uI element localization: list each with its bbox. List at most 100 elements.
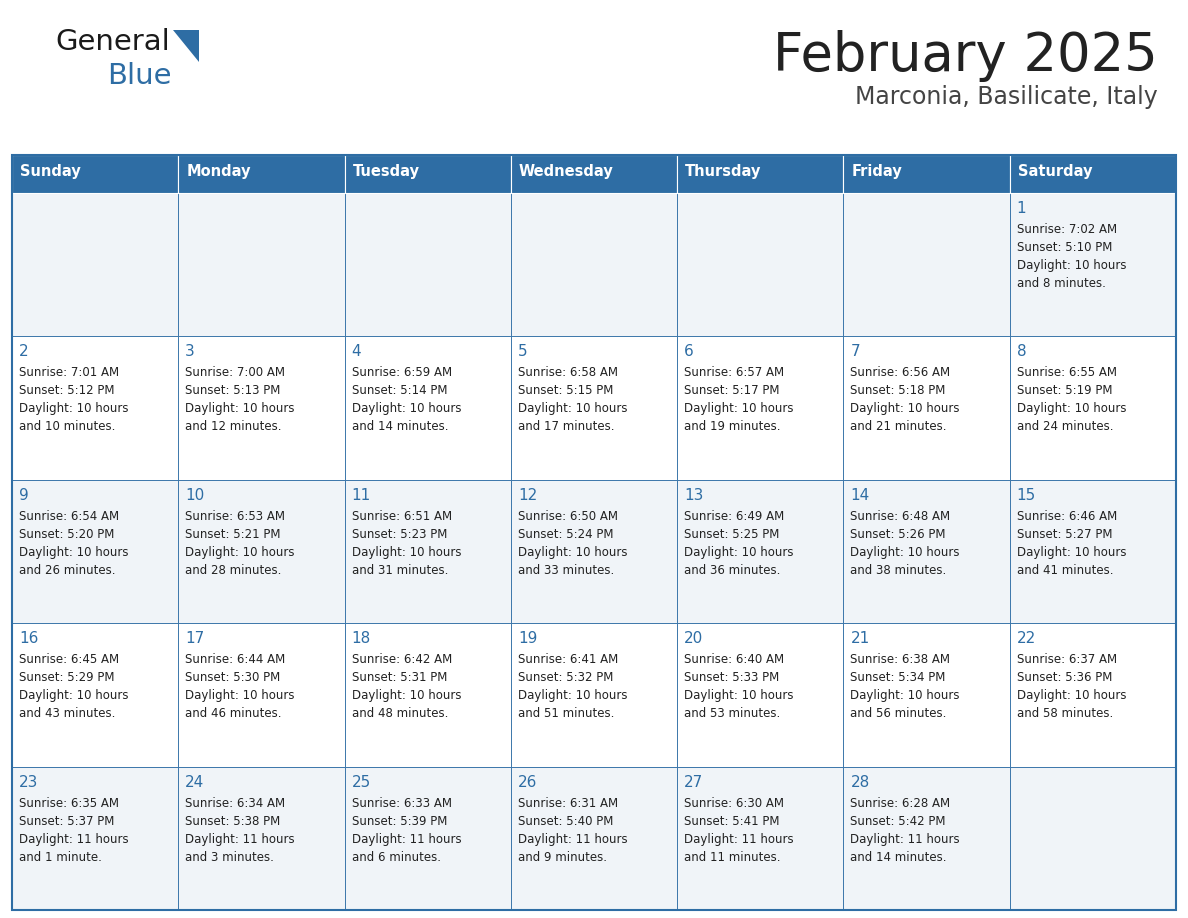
Text: Sunset: 5:25 PM: Sunset: 5:25 PM bbox=[684, 528, 779, 541]
Text: and 46 minutes.: and 46 minutes. bbox=[185, 707, 282, 721]
Text: 23: 23 bbox=[19, 775, 38, 789]
Text: Daylight: 10 hours: Daylight: 10 hours bbox=[19, 402, 128, 416]
Bar bbox=[12, 480, 178, 623]
Text: Sunset: 5:30 PM: Sunset: 5:30 PM bbox=[185, 671, 280, 684]
Text: Sunrise: 6:30 AM: Sunrise: 6:30 AM bbox=[684, 797, 784, 810]
Text: Sunrise: 6:41 AM: Sunrise: 6:41 AM bbox=[518, 654, 618, 666]
Bar bbox=[178, 480, 345, 623]
Text: Daylight: 11 hours: Daylight: 11 hours bbox=[851, 833, 960, 845]
Polygon shape bbox=[173, 30, 200, 62]
Text: and 31 minutes.: and 31 minutes. bbox=[352, 564, 448, 577]
Text: 19: 19 bbox=[518, 632, 537, 646]
Text: Daylight: 10 hours: Daylight: 10 hours bbox=[684, 546, 794, 559]
Text: and 14 minutes.: and 14 minutes. bbox=[851, 851, 947, 864]
Text: Sunset: 5:19 PM: Sunset: 5:19 PM bbox=[1017, 385, 1112, 397]
Text: Sunrise: 6:56 AM: Sunrise: 6:56 AM bbox=[851, 366, 950, 379]
Text: 2: 2 bbox=[19, 344, 29, 360]
Text: Sunset: 5:37 PM: Sunset: 5:37 PM bbox=[19, 814, 114, 828]
Bar bbox=[178, 155, 345, 193]
Bar bbox=[843, 767, 1010, 910]
Bar bbox=[677, 193, 843, 336]
Bar bbox=[511, 767, 677, 910]
Text: Daylight: 10 hours: Daylight: 10 hours bbox=[851, 689, 960, 702]
Text: 4: 4 bbox=[352, 344, 361, 360]
Text: Daylight: 10 hours: Daylight: 10 hours bbox=[518, 546, 627, 559]
Bar bbox=[843, 623, 1010, 767]
Text: Sunset: 5:18 PM: Sunset: 5:18 PM bbox=[851, 385, 946, 397]
Text: 6: 6 bbox=[684, 344, 694, 360]
Text: Daylight: 10 hours: Daylight: 10 hours bbox=[352, 546, 461, 559]
Text: Sunrise: 6:40 AM: Sunrise: 6:40 AM bbox=[684, 654, 784, 666]
Text: 13: 13 bbox=[684, 487, 703, 503]
Text: 21: 21 bbox=[851, 632, 870, 646]
Text: Wednesday: Wednesday bbox=[519, 164, 614, 179]
Text: Sunset: 5:40 PM: Sunset: 5:40 PM bbox=[518, 814, 613, 828]
Text: Sunset: 5:14 PM: Sunset: 5:14 PM bbox=[352, 385, 447, 397]
Text: Sunset: 5:31 PM: Sunset: 5:31 PM bbox=[352, 671, 447, 684]
Text: 1: 1 bbox=[1017, 201, 1026, 216]
Text: Daylight: 10 hours: Daylight: 10 hours bbox=[185, 546, 295, 559]
Text: 8: 8 bbox=[1017, 344, 1026, 360]
Bar bbox=[12, 623, 178, 767]
Text: Daylight: 10 hours: Daylight: 10 hours bbox=[185, 689, 295, 702]
Text: Daylight: 10 hours: Daylight: 10 hours bbox=[1017, 402, 1126, 416]
Text: and 8 minutes.: and 8 minutes. bbox=[1017, 277, 1106, 290]
Bar bbox=[1010, 623, 1176, 767]
Bar bbox=[511, 193, 677, 336]
Text: and 51 minutes.: and 51 minutes. bbox=[518, 707, 614, 721]
Text: Daylight: 10 hours: Daylight: 10 hours bbox=[1017, 689, 1126, 702]
Text: Sunset: 5:17 PM: Sunset: 5:17 PM bbox=[684, 385, 779, 397]
Bar bbox=[843, 480, 1010, 623]
Text: and 36 minutes.: and 36 minutes. bbox=[684, 564, 781, 577]
Text: Sunrise: 6:54 AM: Sunrise: 6:54 AM bbox=[19, 509, 119, 522]
Text: Sunrise: 6:53 AM: Sunrise: 6:53 AM bbox=[185, 509, 285, 522]
Text: Daylight: 10 hours: Daylight: 10 hours bbox=[1017, 259, 1126, 272]
Text: 22: 22 bbox=[1017, 632, 1036, 646]
Text: 16: 16 bbox=[19, 632, 38, 646]
Text: and 26 minutes.: and 26 minutes. bbox=[19, 564, 115, 577]
Text: Daylight: 10 hours: Daylight: 10 hours bbox=[851, 402, 960, 416]
Text: Sunrise: 6:35 AM: Sunrise: 6:35 AM bbox=[19, 797, 119, 810]
Text: Monday: Monday bbox=[187, 164, 251, 179]
Bar bbox=[843, 193, 1010, 336]
Text: Sunrise: 6:28 AM: Sunrise: 6:28 AM bbox=[851, 797, 950, 810]
Text: Sunset: 5:29 PM: Sunset: 5:29 PM bbox=[19, 671, 114, 684]
Text: Sunset: 5:27 PM: Sunset: 5:27 PM bbox=[1017, 528, 1112, 541]
Text: Daylight: 10 hours: Daylight: 10 hours bbox=[19, 546, 128, 559]
Text: and 58 minutes.: and 58 minutes. bbox=[1017, 707, 1113, 721]
Text: Sunrise: 6:38 AM: Sunrise: 6:38 AM bbox=[851, 654, 950, 666]
Text: Sunset: 5:39 PM: Sunset: 5:39 PM bbox=[352, 814, 447, 828]
Bar bbox=[511, 336, 677, 480]
Bar bbox=[345, 480, 511, 623]
Text: and 9 minutes.: and 9 minutes. bbox=[518, 851, 607, 864]
Text: 26: 26 bbox=[518, 775, 537, 789]
Text: Sunrise: 7:01 AM: Sunrise: 7:01 AM bbox=[19, 366, 119, 379]
Text: 18: 18 bbox=[352, 632, 371, 646]
Text: Sunset: 5:36 PM: Sunset: 5:36 PM bbox=[1017, 671, 1112, 684]
Text: Sunset: 5:32 PM: Sunset: 5:32 PM bbox=[518, 671, 613, 684]
Text: Sunrise: 6:50 AM: Sunrise: 6:50 AM bbox=[518, 509, 618, 522]
Text: Daylight: 11 hours: Daylight: 11 hours bbox=[185, 833, 295, 845]
Bar bbox=[677, 155, 843, 193]
Text: and 14 minutes.: and 14 minutes. bbox=[352, 420, 448, 433]
Bar bbox=[511, 623, 677, 767]
Bar bbox=[511, 155, 677, 193]
Text: Sunrise: 6:58 AM: Sunrise: 6:58 AM bbox=[518, 366, 618, 379]
Text: Daylight: 10 hours: Daylight: 10 hours bbox=[352, 689, 461, 702]
Text: Sunset: 5:38 PM: Sunset: 5:38 PM bbox=[185, 814, 280, 828]
Text: 20: 20 bbox=[684, 632, 703, 646]
Bar bbox=[511, 480, 677, 623]
Text: Saturday: Saturday bbox=[1018, 164, 1092, 179]
Bar bbox=[843, 155, 1010, 193]
Bar bbox=[178, 193, 345, 336]
Text: Sunset: 5:23 PM: Sunset: 5:23 PM bbox=[352, 528, 447, 541]
Text: and 28 minutes.: and 28 minutes. bbox=[185, 564, 282, 577]
Bar bbox=[345, 193, 511, 336]
Text: Sunset: 5:42 PM: Sunset: 5:42 PM bbox=[851, 814, 946, 828]
Text: 27: 27 bbox=[684, 775, 703, 789]
Bar bbox=[12, 155, 178, 193]
Text: and 21 minutes.: and 21 minutes. bbox=[851, 420, 947, 433]
Text: Sunrise: 6:45 AM: Sunrise: 6:45 AM bbox=[19, 654, 119, 666]
Text: Daylight: 10 hours: Daylight: 10 hours bbox=[518, 689, 627, 702]
Bar bbox=[12, 336, 178, 480]
